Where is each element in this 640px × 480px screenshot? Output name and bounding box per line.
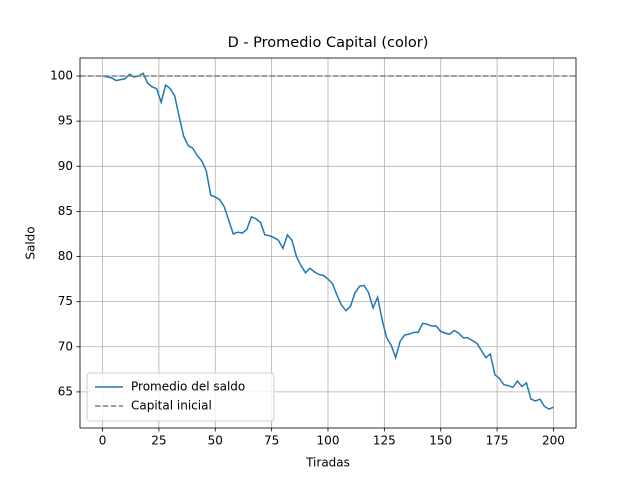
y-axis-label: Saldo — [24, 226, 38, 259]
chart-title: D - Promedio Capital (color) — [228, 35, 429, 51]
y-tick-label: 90 — [58, 159, 73, 173]
x-tick-label: 25 — [151, 434, 166, 448]
x-tick-label: 0 — [99, 434, 107, 448]
x-tick-label: 200 — [542, 434, 565, 448]
x-axis-label: Tiradas — [305, 456, 350, 470]
y-tick-label: 100 — [50, 69, 73, 83]
x-tick-label: 150 — [429, 434, 452, 448]
y-tick-label: 75 — [58, 294, 73, 308]
x-tick-label: 50 — [208, 434, 223, 448]
plot-frame — [79, 57, 577, 429]
y-tick-label: 85 — [58, 204, 73, 218]
data-line — [102, 72, 554, 410]
legend-label: Capital inicial — [131, 399, 212, 413]
x-tick-label: 75 — [264, 434, 279, 448]
legend-label: Promedio del saldo — [131, 380, 245, 394]
y-tick-label: 70 — [58, 339, 73, 353]
x-tick-label: 125 — [373, 434, 396, 448]
y-tick-label: 95 — [58, 114, 73, 128]
legend-box — [86, 372, 275, 422]
x-tick-label: 100 — [317, 434, 340, 448]
y-tick-label: 65 — [58, 384, 73, 398]
x-tick-label: 175 — [486, 434, 509, 448]
y-tick-label: 80 — [58, 249, 73, 263]
